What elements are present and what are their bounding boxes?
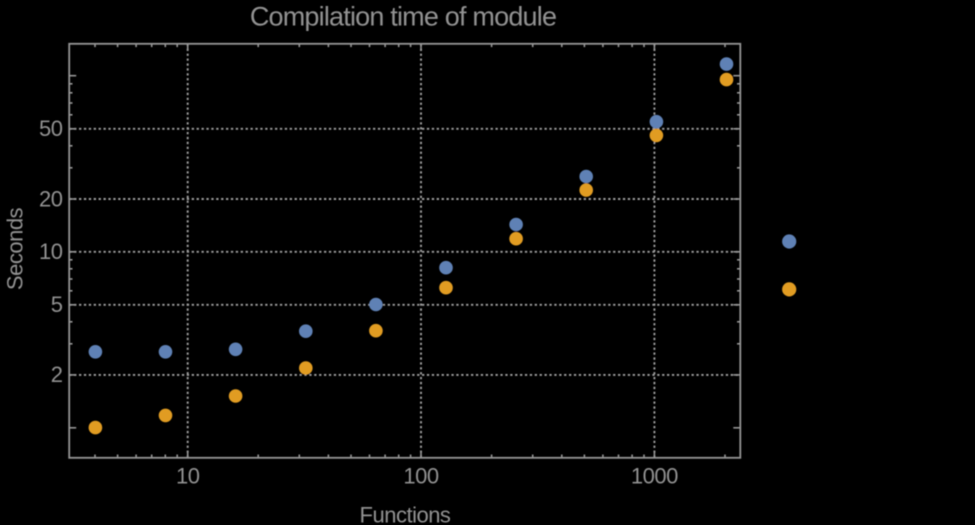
svg-text:50: 50: [39, 116, 63, 141]
svg-text:1000: 1000: [631, 464, 678, 489]
svg-text:5: 5: [51, 292, 63, 317]
svg-text:2: 2: [51, 362, 63, 387]
svg-text:Functions: Functions: [360, 503, 451, 525]
svg-text:Compilation time of module: Compilation time of module: [250, 2, 556, 32]
svg-text:20: 20: [39, 186, 63, 211]
svg-text:10: 10: [176, 464, 200, 489]
svg-text:100: 100: [403, 464, 438, 489]
svg-text:Seconds: Seconds: [3, 207, 28, 290]
svg-text:10: 10: [39, 239, 63, 264]
